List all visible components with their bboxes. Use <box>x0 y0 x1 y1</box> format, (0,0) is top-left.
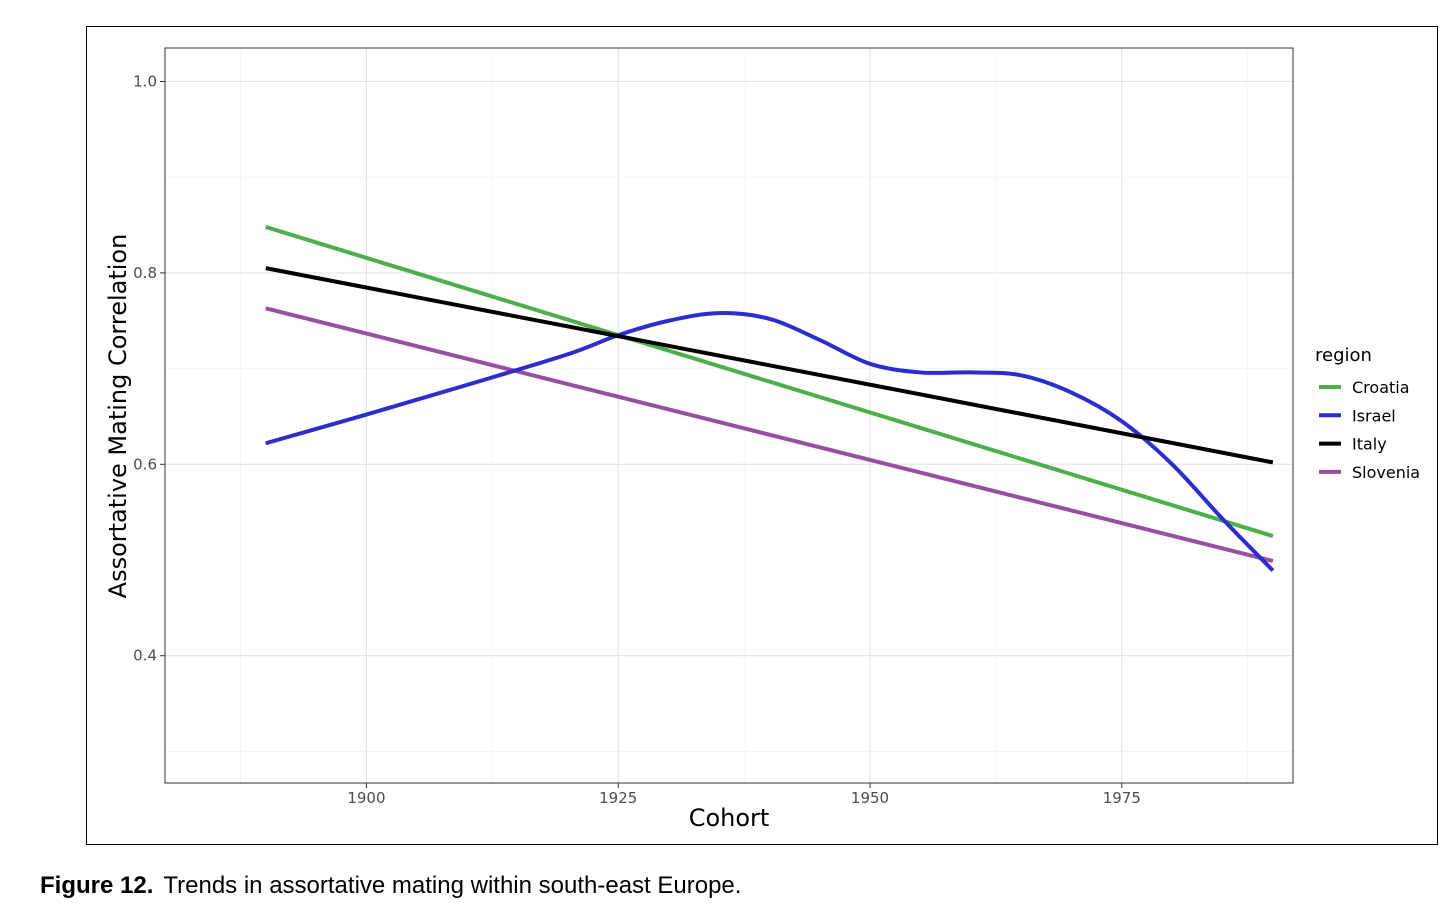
series-line-israel <box>265 311 1275 572</box>
legend: region Croatia Israel Italy Slovenia <box>1315 345 1420 482</box>
y-tick-label: 0.6 <box>133 455 157 473</box>
figure-caption-text: Trends in assortative mating within sout… <box>163 872 742 899</box>
legend-label-croatia: Croatia <box>1352 378 1410 397</box>
axes: 0.4 0.6 0.8 1.0 1900 1925 1950 1975 <box>133 72 1141 807</box>
figure-label: Figure 12. <box>40 872 154 899</box>
x-axis-title: Cohort <box>689 804 770 832</box>
x-tick-label: 1925 <box>599 789 637 807</box>
legend-title: region <box>1315 345 1372 366</box>
plot-panel <box>165 48 1293 783</box>
x-tick-label: 1975 <box>1103 789 1141 807</box>
x-tick-label: 1950 <box>851 789 889 807</box>
series-line-croatia <box>265 225 1274 538</box>
plot-border <box>164 47 1294 784</box>
grid <box>165 48 1293 783</box>
x-tick-label: 1900 <box>347 789 385 807</box>
series-line-slovenia <box>265 306 1274 563</box>
y-tick-label: 1.0 <box>133 72 157 90</box>
legend-items: Croatia Israel Italy Slovenia <box>1319 378 1420 482</box>
legend-label-israel: Israel <box>1352 406 1396 425</box>
figure-caption: Figure 12. Trends in assortative mating w… <box>40 872 741 900</box>
y-tick-label: 0.8 <box>133 264 157 282</box>
series-lines <box>265 225 1275 572</box>
figure-frame <box>86 26 1438 845</box>
series-line-italy <box>265 266 1274 465</box>
legend-label-italy: Italy <box>1352 435 1387 454</box>
y-tick-label: 0.4 <box>133 647 157 665</box>
y-axis-title: Assortative Mating Correlation <box>104 234 132 599</box>
legend-label-slovenia: Slovenia <box>1352 463 1420 482</box>
